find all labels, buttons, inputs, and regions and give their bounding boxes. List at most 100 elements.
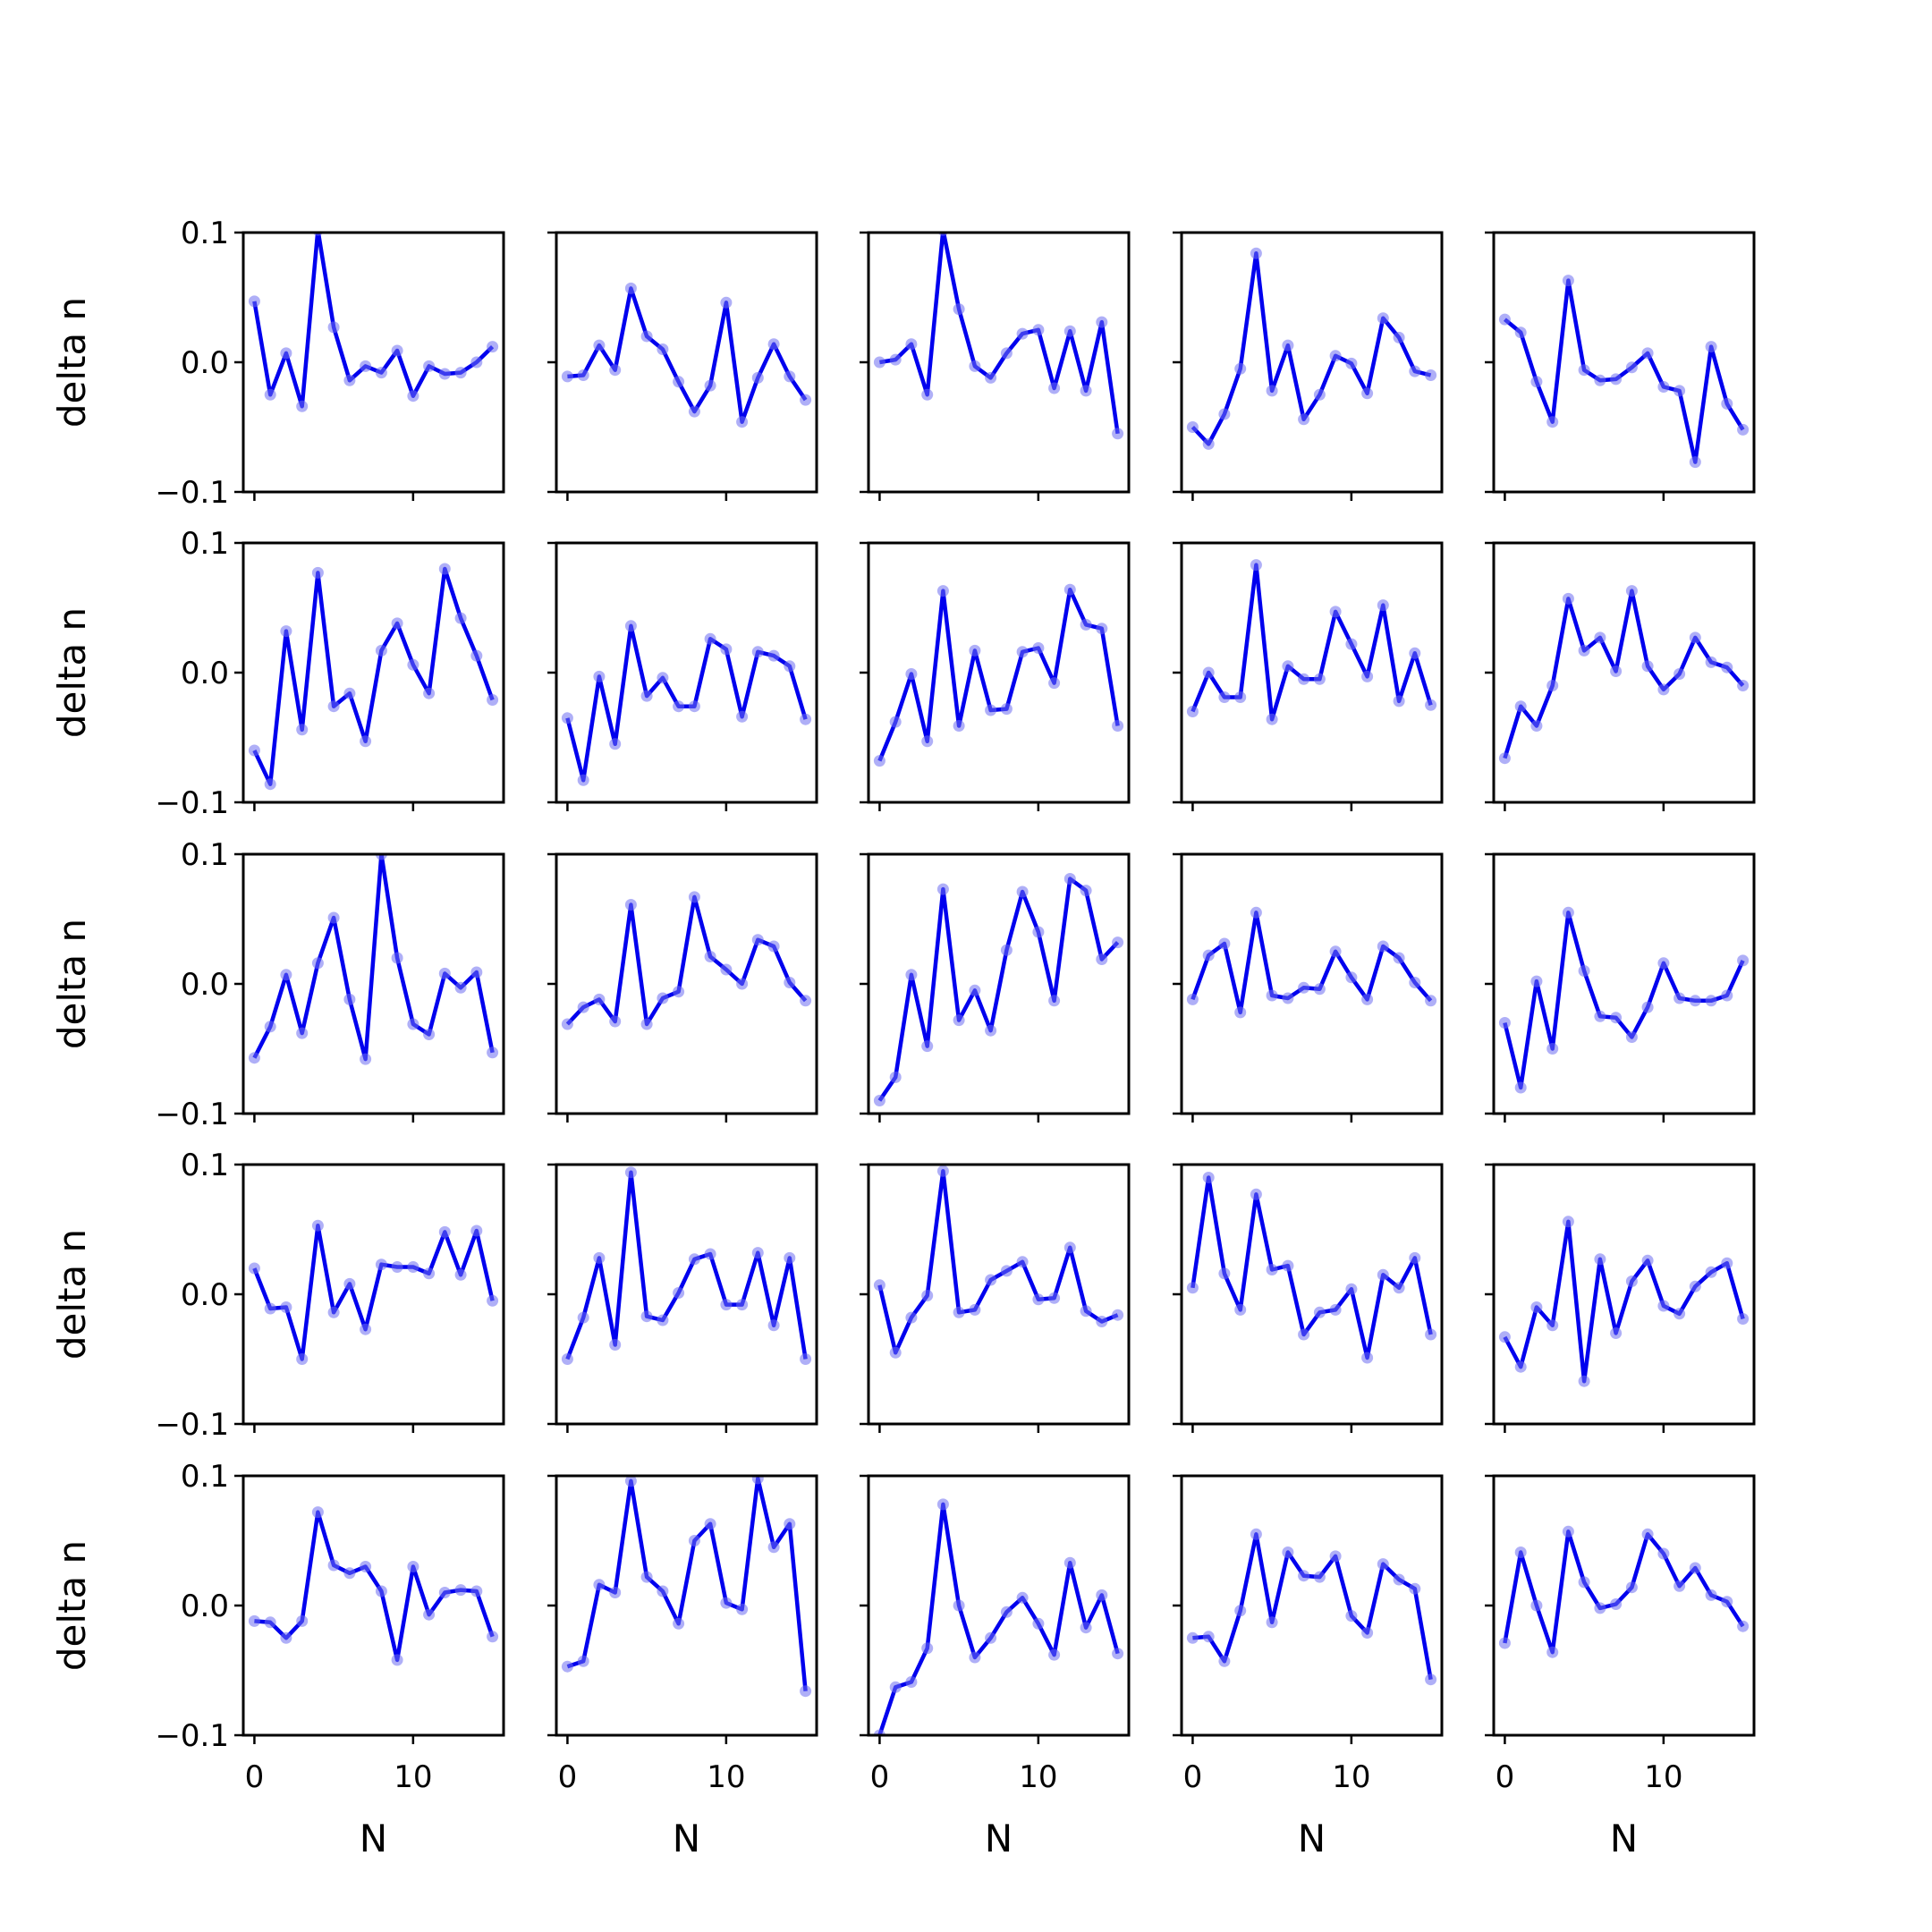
data-point bbox=[1674, 1580, 1686, 1592]
data-point bbox=[1498, 1331, 1511, 1343]
data-point bbox=[1641, 1528, 1654, 1540]
data-point bbox=[936, 1498, 949, 1511]
data-point bbox=[280, 1301, 292, 1313]
data-point bbox=[609, 364, 622, 377]
data-point bbox=[1096, 316, 1108, 328]
y-tick-label: −0.1 bbox=[155, 1407, 229, 1443]
data-point bbox=[1594, 1010, 1606, 1022]
data-point bbox=[969, 360, 981, 372]
data-point bbox=[1594, 1602, 1606, 1614]
data-point bbox=[1705, 1266, 1717, 1278]
data-point bbox=[704, 951, 716, 962]
subplot-1-4 bbox=[1173, 231, 1444, 501]
series-line bbox=[1191, 563, 1433, 722]
data-point bbox=[593, 1579, 606, 1591]
data-point bbox=[1063, 1241, 1076, 1254]
data-point bbox=[1674, 668, 1686, 680]
data-point bbox=[1393, 1573, 1405, 1586]
data-point bbox=[1514, 326, 1527, 339]
data-point bbox=[624, 620, 637, 632]
data-point bbox=[1234, 1605, 1247, 1617]
data-point bbox=[1377, 1268, 1389, 1281]
data-point bbox=[1674, 385, 1686, 397]
series-line bbox=[252, 1223, 495, 1361]
data-point bbox=[873, 1729, 886, 1735]
data-point bbox=[1377, 940, 1389, 953]
subplot-2-4 bbox=[1173, 541, 1444, 811]
data-point bbox=[657, 1314, 669, 1326]
data-point bbox=[767, 649, 780, 662]
data-point bbox=[969, 1303, 981, 1316]
data-point bbox=[1218, 691, 1231, 703]
x-axis-label: N bbox=[1610, 1817, 1638, 1860]
data-point bbox=[280, 969, 292, 981]
data-point bbox=[720, 963, 733, 976]
data-point bbox=[751, 371, 764, 384]
data-point bbox=[1721, 1596, 1733, 1608]
plot-frame bbox=[1180, 852, 1444, 1115]
plot-frame bbox=[555, 852, 818, 1115]
data-point bbox=[1202, 666, 1215, 679]
series-line bbox=[877, 1169, 1119, 1355]
data-point bbox=[1313, 673, 1326, 685]
data-point bbox=[751, 1476, 764, 1485]
data-point bbox=[1016, 1591, 1029, 1604]
plot-frame bbox=[1492, 1163, 1756, 1426]
data-point bbox=[1625, 585, 1638, 597]
data-point bbox=[561, 712, 573, 724]
data-point bbox=[248, 1614, 260, 1627]
data-point bbox=[407, 1561, 419, 1572]
data-point bbox=[454, 612, 467, 624]
data-point bbox=[1112, 936, 1124, 949]
data-point bbox=[736, 1299, 749, 1311]
data-point bbox=[1657, 381, 1670, 393]
data-point bbox=[423, 687, 436, 699]
series-line bbox=[565, 623, 808, 783]
data-point bbox=[1721, 989, 1733, 1002]
data-point bbox=[1250, 559, 1262, 572]
data-point bbox=[1425, 369, 1437, 381]
data-point bbox=[767, 1319, 780, 1332]
data-point bbox=[1578, 1375, 1590, 1387]
data-point bbox=[1032, 1617, 1045, 1630]
subplot-2-5 bbox=[1485, 541, 1756, 811]
data-point bbox=[1218, 937, 1231, 950]
data-point bbox=[1186, 706, 1199, 717]
plot-frame bbox=[867, 1474, 1131, 1737]
data-point bbox=[375, 854, 387, 860]
data-point bbox=[454, 367, 467, 379]
data-point bbox=[423, 1267, 436, 1280]
data-point bbox=[1329, 1303, 1342, 1316]
data-point bbox=[1096, 1589, 1108, 1601]
data-point bbox=[577, 1001, 589, 1013]
data-point bbox=[704, 632, 716, 645]
data-point bbox=[1562, 1216, 1574, 1228]
data-point bbox=[1546, 1319, 1559, 1332]
x-tick-label: 10 bbox=[1019, 1759, 1057, 1795]
data-point bbox=[1409, 1582, 1421, 1595]
data-point bbox=[593, 670, 606, 682]
data-point bbox=[561, 1660, 573, 1673]
data-point bbox=[1657, 1300, 1670, 1312]
data-point bbox=[1048, 1292, 1061, 1304]
y-axis-label: delta n bbox=[50, 1540, 94, 1671]
y-tick-label: 0.0 bbox=[181, 345, 229, 381]
data-point bbox=[391, 1654, 403, 1666]
data-point bbox=[1578, 965, 1590, 977]
data-point bbox=[1674, 1308, 1686, 1320]
data-point bbox=[1689, 1562, 1701, 1574]
data-point bbox=[1393, 331, 1405, 343]
data-point bbox=[936, 883, 949, 895]
data-point bbox=[720, 1299, 733, 1311]
series-line bbox=[567, 286, 808, 424]
data-point bbox=[1313, 1571, 1326, 1583]
subplot-5-3: 0 10N bbox=[860, 1474, 1131, 1860]
data-point bbox=[1329, 606, 1342, 618]
data-point bbox=[1737, 954, 1750, 967]
data-point bbox=[784, 1251, 796, 1264]
data-point bbox=[985, 1024, 997, 1037]
data-point bbox=[953, 1306, 965, 1318]
data-point bbox=[296, 1353, 309, 1365]
data-point bbox=[470, 356, 483, 369]
data-point bbox=[1218, 1655, 1231, 1667]
